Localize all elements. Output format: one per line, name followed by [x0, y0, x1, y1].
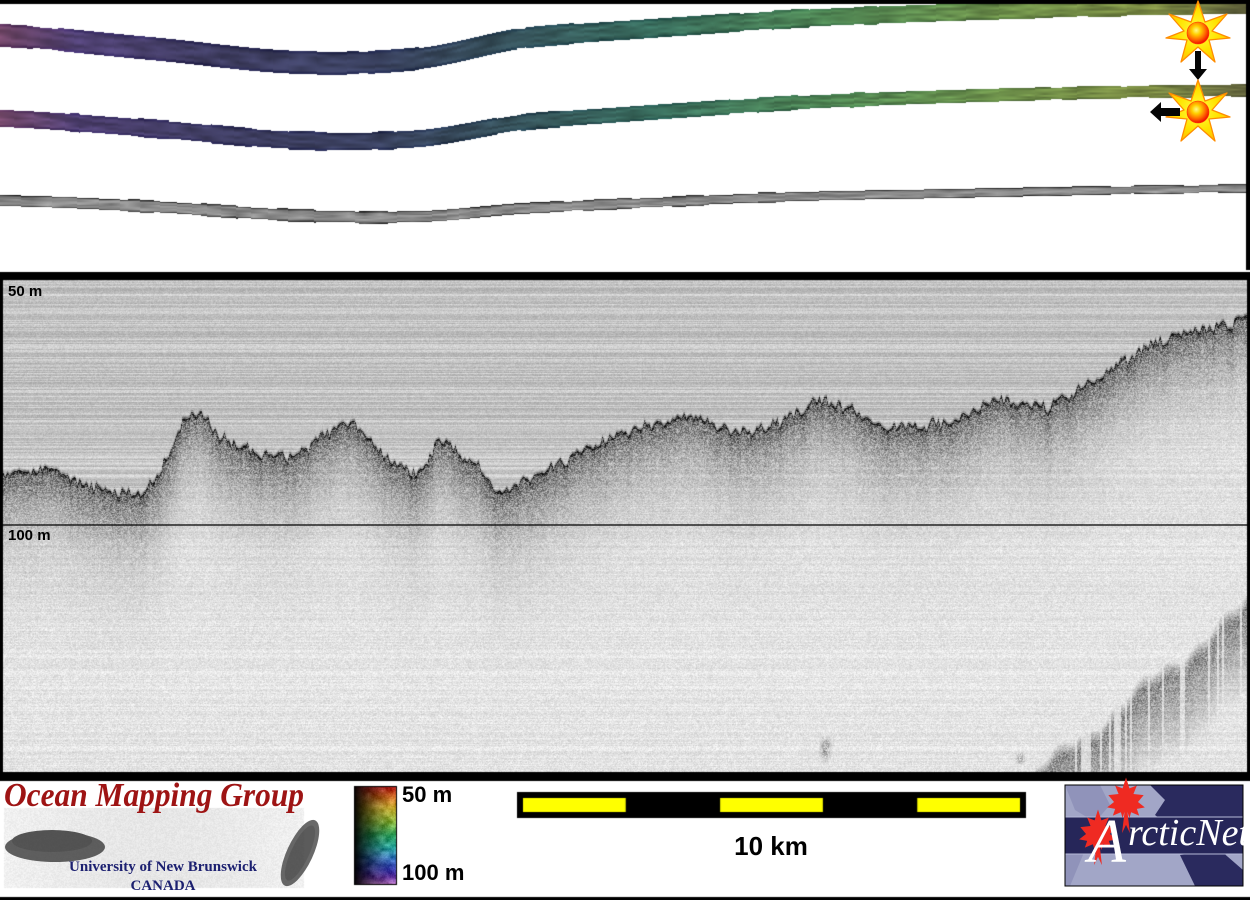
svg-text:A: A: [1084, 808, 1127, 876]
svg-text:Ocean Mapping Group: Ocean Mapping Group: [4, 777, 304, 814]
svg-text:100 m: 100 m: [402, 860, 464, 885]
svg-text:50 m: 50 m: [402, 782, 452, 807]
svg-text:rcticNet: rcticNet: [1128, 812, 1250, 854]
svg-text:10 km: 10 km: [734, 831, 808, 861]
svg-text:50 m: 50 m: [8, 283, 42, 300]
svg-text:CANADA: CANADA: [131, 878, 196, 894]
svg-text:University of New Brunswick: University of New Brunswick: [69, 859, 258, 875]
svg-text:100 m: 100 m: [8, 527, 51, 544]
